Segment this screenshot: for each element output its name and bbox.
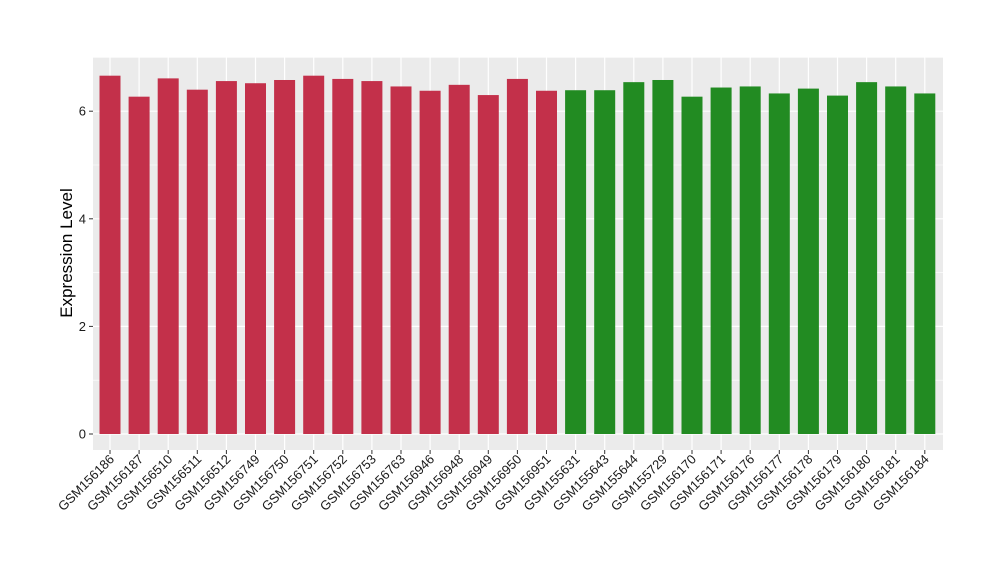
bar-gsm156948 — [448, 84, 470, 434]
bar-gsm156181 — [885, 86, 907, 435]
bar-gsm156750 — [274, 79, 296, 434]
y-tick-label: 2 — [79, 319, 86, 334]
bar-gsm156511 — [186, 89, 208, 435]
y-tick-label: 4 — [79, 211, 86, 226]
bar-gsm156187 — [128, 96, 150, 434]
bar-gsm155644 — [623, 82, 645, 434]
bar-gsm155729 — [652, 79, 674, 434]
y-tick-label: 0 — [79, 427, 86, 442]
bar-gsm156170 — [681, 96, 703, 434]
bar-gsm155643 — [594, 90, 616, 434]
bar-gsm156186 — [99, 75, 121, 434]
y-axis-title: Expression Level — [57, 188, 76, 317]
bar-gsm156946 — [419, 90, 441, 435]
bar-gsm156753 — [361, 81, 383, 435]
bar-gsm156749 — [245, 83, 266, 434]
y-tick-label: 6 — [79, 104, 86, 119]
bar-gsm156177 — [768, 93, 790, 435]
bar-gsm156171 — [710, 87, 732, 434]
bar-gsm155631 — [565, 90, 587, 434]
bar-gsm156180 — [856, 82, 878, 434]
x-axis: GSM156186GSM156187GSM156510GSM156511GSM1… — [55, 450, 932, 514]
bar-gsm156751 — [303, 75, 325, 434]
bar-gsm156179 — [827, 95, 848, 435]
bar-gsm156510 — [157, 78, 179, 434]
bar-gsm156763 — [390, 86, 412, 435]
y-axis: 0 2 4 6 — [79, 104, 93, 442]
bar-gsm156178 — [797, 88, 819, 434]
bars — [99, 75, 936, 435]
bar-gsm156752 — [332, 78, 354, 435]
bar-gsm156949 — [477, 95, 499, 434]
bar-gsm156950 — [506, 78, 528, 435]
bar-gsm156184 — [914, 93, 936, 435]
bar-gsm156176 — [739, 86, 761, 435]
bar-gsm156512 — [215, 81, 237, 435]
bar-gsm156951 — [536, 90, 557, 435]
